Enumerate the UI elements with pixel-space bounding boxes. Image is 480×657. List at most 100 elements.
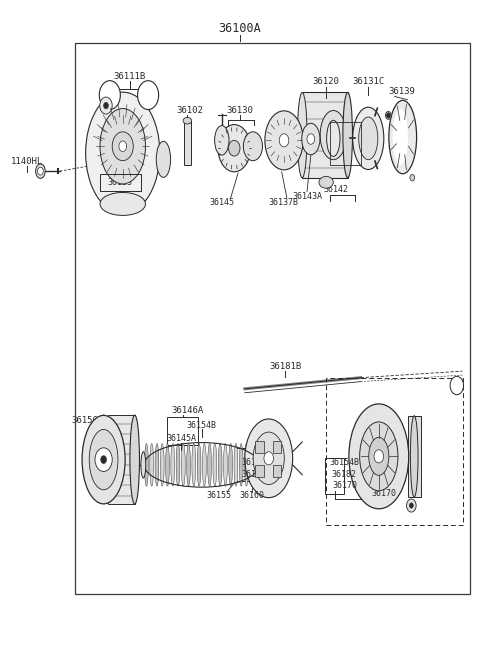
Text: 36170: 36170: [371, 489, 396, 498]
Ellipse shape: [250, 443, 253, 486]
Ellipse shape: [215, 125, 229, 155]
Circle shape: [307, 134, 315, 145]
Text: 36154B: 36154B: [187, 421, 216, 430]
Circle shape: [99, 81, 120, 110]
Bar: [184, 121, 191, 165]
Ellipse shape: [181, 443, 185, 486]
Bar: [273, 442, 281, 453]
Ellipse shape: [349, 404, 408, 509]
Ellipse shape: [160, 443, 164, 486]
Text: 1140HL: 1140HL: [11, 157, 43, 166]
Circle shape: [101, 456, 107, 464]
Ellipse shape: [203, 443, 206, 486]
Ellipse shape: [253, 432, 284, 484]
Text: b: b: [455, 381, 459, 390]
Ellipse shape: [343, 93, 352, 177]
Ellipse shape: [100, 193, 145, 215]
Ellipse shape: [243, 132, 263, 161]
Ellipse shape: [82, 415, 125, 504]
Text: 36164: 36164: [241, 458, 266, 466]
Bar: [273, 465, 281, 477]
Text: 36181B: 36181B: [269, 362, 301, 371]
Text: 36123: 36123: [108, 179, 133, 187]
Bar: [235, 448, 273, 481]
Text: 36170: 36170: [333, 482, 358, 490]
Bar: [255, 442, 264, 453]
Ellipse shape: [240, 443, 243, 486]
Ellipse shape: [144, 443, 148, 486]
Ellipse shape: [197, 443, 201, 486]
Ellipse shape: [319, 176, 333, 188]
Circle shape: [119, 141, 127, 152]
Ellipse shape: [150, 443, 154, 486]
Ellipse shape: [302, 124, 320, 155]
Ellipse shape: [234, 443, 238, 486]
Text: 36155: 36155: [206, 491, 231, 500]
Bar: [100, 174, 141, 191]
Circle shape: [37, 168, 43, 175]
Bar: [326, 378, 463, 525]
Circle shape: [100, 97, 112, 114]
Text: 36120: 36120: [312, 78, 339, 87]
Ellipse shape: [369, 438, 389, 476]
Text: b: b: [146, 91, 150, 100]
Ellipse shape: [192, 443, 196, 486]
Ellipse shape: [218, 125, 251, 172]
Text: 36131C: 36131C: [352, 78, 384, 87]
Ellipse shape: [393, 109, 408, 165]
Bar: [255, 465, 264, 477]
Ellipse shape: [298, 93, 307, 177]
Text: 36110: 36110: [103, 196, 128, 205]
Text: 36111B: 36111B: [114, 72, 146, 81]
Ellipse shape: [320, 110, 347, 160]
Text: 36162: 36162: [241, 470, 266, 478]
Ellipse shape: [410, 416, 418, 497]
Circle shape: [386, 113, 390, 118]
Ellipse shape: [218, 443, 222, 486]
Ellipse shape: [183, 118, 192, 124]
Ellipse shape: [255, 443, 259, 486]
Ellipse shape: [245, 419, 293, 497]
Ellipse shape: [187, 443, 191, 486]
Circle shape: [95, 448, 112, 472]
Text: 36142: 36142: [323, 185, 348, 194]
Text: 36102: 36102: [176, 106, 203, 116]
Text: 36145: 36145: [209, 198, 234, 207]
Circle shape: [264, 452, 274, 465]
Ellipse shape: [359, 117, 378, 160]
Text: 36139: 36139: [388, 87, 415, 96]
Ellipse shape: [100, 108, 145, 184]
Circle shape: [112, 132, 133, 161]
Ellipse shape: [130, 415, 140, 504]
Ellipse shape: [89, 430, 118, 489]
Bar: [329, 122, 360, 165]
Text: 36137B: 36137B: [268, 198, 298, 207]
Text: 36145A: 36145A: [166, 434, 196, 443]
Ellipse shape: [353, 107, 384, 170]
Ellipse shape: [141, 452, 146, 478]
Circle shape: [228, 141, 240, 156]
Ellipse shape: [224, 443, 228, 486]
Text: 36160: 36160: [240, 491, 264, 500]
Circle shape: [409, 503, 413, 508]
Bar: [108, 415, 135, 504]
Ellipse shape: [244, 443, 248, 486]
Circle shape: [450, 376, 464, 395]
Ellipse shape: [166, 443, 169, 486]
Bar: [75, 43, 470, 594]
Circle shape: [138, 81, 158, 110]
Ellipse shape: [85, 92, 160, 214]
Text: 36143A: 36143A: [292, 192, 322, 200]
Ellipse shape: [265, 111, 303, 170]
Circle shape: [410, 174, 415, 181]
Ellipse shape: [385, 112, 391, 120]
Circle shape: [279, 134, 289, 147]
Text: 36146A: 36146A: [171, 406, 204, 415]
Text: 36154B: 36154B: [329, 458, 360, 466]
Circle shape: [407, 499, 416, 512]
Ellipse shape: [229, 443, 233, 486]
Bar: [167, 417, 198, 445]
Circle shape: [374, 450, 384, 463]
Text: 36130: 36130: [227, 106, 253, 116]
Bar: [408, 416, 421, 497]
